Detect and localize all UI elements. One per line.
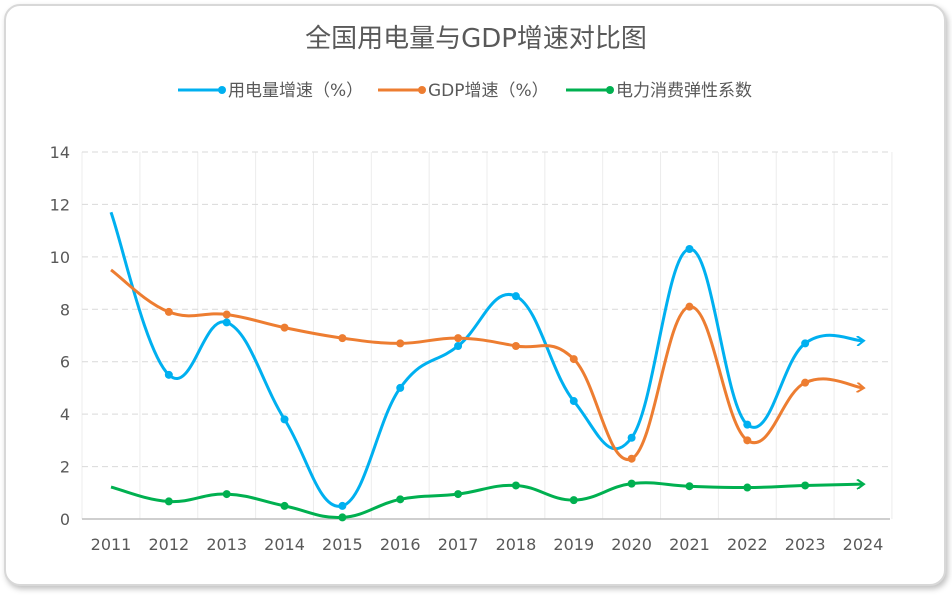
- data-point: [280, 415, 289, 424]
- data-point: [627, 479, 636, 488]
- x-tick-label: 2021: [669, 535, 710, 554]
- data-point: [396, 383, 405, 392]
- legend-label: 电力消费弹性系数: [616, 81, 752, 101]
- data-point: [743, 483, 752, 492]
- x-tick-label: 2013: [206, 535, 247, 554]
- data-point: [627, 433, 636, 442]
- data-point: [743, 420, 752, 429]
- data-point: [280, 323, 289, 332]
- series-line: [110, 483, 863, 519]
- x-tick-label: 2015: [322, 535, 363, 554]
- x-tick-label: 2018: [496, 535, 537, 554]
- x-tick-label: 2019: [553, 535, 594, 554]
- data-point: [280, 501, 289, 510]
- data-point: [222, 318, 231, 327]
- chart-card: [4, 4, 946, 586]
- data-point: [569, 397, 578, 406]
- data-point: [511, 292, 520, 301]
- chart-title: 全国用电量与GDP增速对比图: [305, 24, 647, 54]
- data-point: [164, 370, 173, 379]
- legend-label: GDP增速（%）: [428, 81, 549, 101]
- data-point: [511, 341, 520, 350]
- data-point: [685, 482, 694, 491]
- x-tick-label: 2016: [380, 535, 421, 554]
- data-point: [801, 378, 810, 387]
- x-tick-label: 2023: [785, 535, 826, 554]
- data-point: [801, 481, 810, 490]
- x-tick-label: 2022: [727, 535, 768, 554]
- data-point: [396, 495, 405, 504]
- y-tick-label: 14: [50, 143, 70, 162]
- x-tick-label: 2014: [264, 535, 305, 554]
- data-point: [627, 454, 636, 463]
- y-tick-label: 0: [60, 510, 70, 529]
- data-point: [801, 339, 810, 348]
- data-point: [569, 355, 578, 364]
- data-point: [222, 490, 231, 499]
- y-tick-label: 6: [60, 353, 70, 372]
- data-point: [164, 307, 173, 316]
- data-point: [454, 490, 463, 499]
- x-tick-label: 2011: [91, 535, 132, 554]
- x-tick-label: 2012: [148, 535, 189, 554]
- data-point: [222, 310, 231, 319]
- data-point: [338, 501, 347, 510]
- data-point: [338, 334, 347, 343]
- y-tick-label: 4: [60, 405, 70, 424]
- legend-marker: [606, 86, 614, 94]
- data-point: [164, 497, 173, 506]
- x-tick-label: 2024: [843, 535, 884, 554]
- data-point: [685, 302, 694, 311]
- x-tick-label: 2020: [611, 535, 652, 554]
- y-tick-label: 2: [60, 458, 70, 477]
- y-tick-label: 12: [50, 195, 70, 214]
- legend-label: 用电量增速（%）: [228, 81, 363, 101]
- data-point: [454, 341, 463, 350]
- data-point: [743, 436, 752, 445]
- data-point: [511, 481, 520, 490]
- data-point: [454, 334, 463, 343]
- data-point: [569, 496, 578, 505]
- data-point: [338, 513, 347, 522]
- x-tick-label: 2017: [438, 535, 479, 554]
- y-tick-label: 8: [60, 300, 70, 319]
- data-point: [685, 244, 694, 253]
- data-point: [396, 339, 405, 348]
- legend-marker: [218, 86, 226, 94]
- legend-marker: [418, 86, 426, 94]
- y-tick-label: 10: [50, 248, 70, 267]
